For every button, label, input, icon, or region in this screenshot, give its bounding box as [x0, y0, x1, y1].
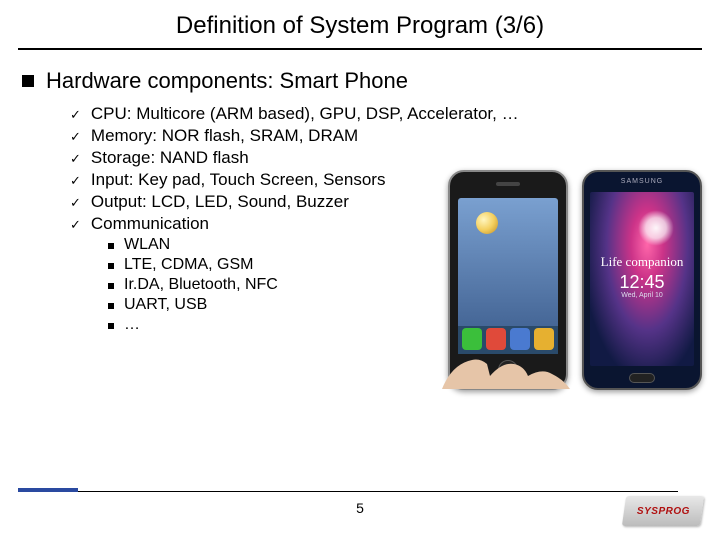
- footer-rule: [18, 488, 78, 492]
- iphone-image: [448, 170, 568, 390]
- list-text: Input: Key pad, Touch Screen, Sensors: [91, 170, 386, 190]
- slide-title: Definition of System Program (3/6): [18, 12, 702, 50]
- app-icons: [462, 328, 554, 350]
- tagline-text: Life companion: [590, 254, 694, 270]
- slide: Definition of System Program (3/6) Hardw…: [0, 0, 720, 540]
- check-icon: ✓: [70, 217, 81, 233]
- list-text: …: [124, 316, 140, 334]
- list-item: ✓ Storage: NAND flash: [70, 148, 702, 168]
- list-text: UART, USB: [124, 296, 207, 314]
- phone-images: SAMSUNG Life companion 12:45 Wed, April …: [448, 170, 702, 390]
- check-icon: ✓: [70, 107, 81, 123]
- dandelion-icon: [638, 210, 674, 246]
- check-icon: ✓: [70, 129, 81, 145]
- mini-square-icon: [108, 283, 114, 289]
- logo-text: SYSPROG: [637, 506, 690, 517]
- list-text: Ir.DA, Bluetooth, NFC: [124, 276, 278, 294]
- home-button-icon: [629, 373, 655, 383]
- earpiece-icon: [496, 182, 520, 186]
- list-text: Output: LCD, LED, Sound, Buzzer: [91, 192, 349, 212]
- list-text: CPU: Multicore (ARM based), GPU, DSP, Ac…: [91, 104, 519, 124]
- phone-screen: Life companion 12:45 Wed, April 10: [590, 192, 694, 366]
- list-text: WLAN: [124, 236, 170, 254]
- list-text: LTE, CDMA, GSM: [124, 256, 254, 274]
- mini-square-icon: [108, 303, 114, 309]
- page-number: 5: [0, 500, 720, 516]
- clock-text: 12:45: [590, 272, 694, 293]
- check-icon: ✓: [70, 151, 81, 167]
- check-icon: ✓: [70, 173, 81, 189]
- bullet-square-icon: [22, 75, 34, 87]
- mini-square-icon: [108, 323, 114, 329]
- mini-square-icon: [108, 263, 114, 269]
- brand-label: SAMSUNG: [584, 178, 700, 185]
- logo: SYSPROG: [622, 496, 704, 526]
- home-button-icon: [498, 360, 518, 380]
- mini-square-icon: [108, 243, 114, 249]
- list-text: Memory: NOR flash, SRAM, DRAM: [91, 126, 358, 146]
- check-icon: ✓: [70, 195, 81, 211]
- heading-text: Hardware components: Smart Phone: [46, 68, 408, 94]
- list-item: ✓ CPU: Multicore (ARM based), GPU, DSP, A…: [70, 104, 702, 124]
- heading-row: Hardware components: Smart Phone: [22, 68, 702, 94]
- samsung-image: SAMSUNG Life companion 12:45 Wed, April …: [582, 170, 702, 390]
- list-text: Communication: [91, 214, 209, 234]
- list-text: Storage: NAND flash: [91, 148, 249, 168]
- list-item: ✓ Memory: NOR flash, SRAM, DRAM: [70, 126, 702, 146]
- date-text: Wed, April 10: [590, 292, 694, 299]
